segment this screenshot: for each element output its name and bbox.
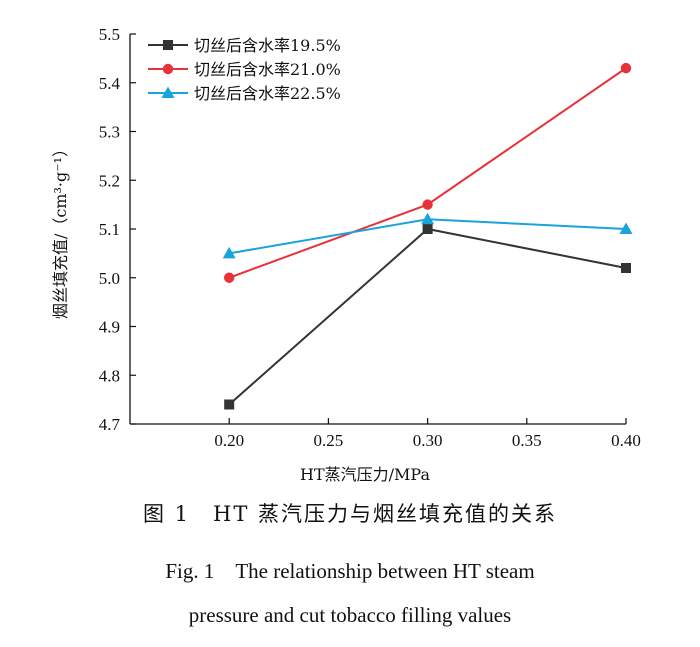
series-triangle <box>222 212 633 259</box>
y-axis-label: 烟丝填充值/（cm³·g⁻¹） <box>51 141 70 319</box>
y-tick-label: 5.2 <box>99 171 120 190</box>
y-tick-label: 4.8 <box>99 366 120 385</box>
y-axis-ticks: 4.7 4.8 4.9 5.0 5.1 5.2 5.3 5.4 5.5 <box>99 25 136 434</box>
y-tick-label: 4.9 <box>99 318 120 337</box>
x-tick-label: 0.30 <box>413 431 443 450</box>
legend: 切丝后含水率19.5% 切丝后含水率21.0% 切丝后含水率22.5% <box>148 36 341 103</box>
legend-item: 切丝后含水率22.5% <box>148 84 341 103</box>
data-point <box>422 199 433 210</box>
data-point <box>619 222 633 234</box>
legend-item: 切丝后含水率21.0% <box>148 60 341 79</box>
data-point <box>621 263 631 273</box>
legend-swatch-marker <box>163 40 173 50</box>
series-circle <box>224 62 632 283</box>
legend-label: 切丝后含水率19.5% <box>194 36 341 55</box>
legend-swatch-marker <box>161 86 175 98</box>
legend-label: 切丝后含水率22.5% <box>194 84 341 103</box>
x-tick-label: 0.40 <box>611 431 641 450</box>
data-point <box>224 399 235 410</box>
x-tick-label: 0.20 <box>214 431 244 450</box>
data-point <box>620 62 632 74</box>
x-tick-label: 0.35 <box>512 431 542 450</box>
y-tick-label: 5.1 <box>99 220 120 239</box>
x-axis-label: HT蒸汽压力/MPa <box>300 465 430 484</box>
series-group <box>222 62 633 410</box>
figure-caption-english-line2: pressure and cut tobacco filling values <box>188 603 512 627</box>
legend-label: 切丝后含水率21.0% <box>194 60 341 79</box>
y-tick-label: 4.7 <box>99 415 121 434</box>
figure-caption-chinese: 图 1 HT 蒸汽压力与烟丝填充值的关系 <box>142 502 558 526</box>
x-tick-label: 0.25 <box>314 431 344 450</box>
y-tick-label: 5.3 <box>99 123 120 142</box>
legend-item: 切丝后含水率19.5% <box>148 36 341 55</box>
y-tick-label: 5.4 <box>99 74 121 93</box>
series-square <box>224 224 631 410</box>
x-axis-ticks: 0.20 0.25 0.30 0.35 0.40 <box>214 418 641 450</box>
legend-swatch-marker <box>162 63 174 75</box>
data-point <box>421 212 435 225</box>
line-chart: 4.7 4.8 4.9 5.0 5.1 5.2 5.3 5.4 5.5 0.20 0.25 0.30… <box>51 25 641 484</box>
y-tick-label: 5.5 <box>99 25 120 44</box>
figure-caption-english-line1: Fig. 1 The relationship between HT steam <box>165 559 535 583</box>
data-point <box>222 246 236 259</box>
data-point <box>224 272 235 283</box>
data-point <box>422 224 433 234</box>
y-tick-label: 5.0 <box>99 269 120 288</box>
